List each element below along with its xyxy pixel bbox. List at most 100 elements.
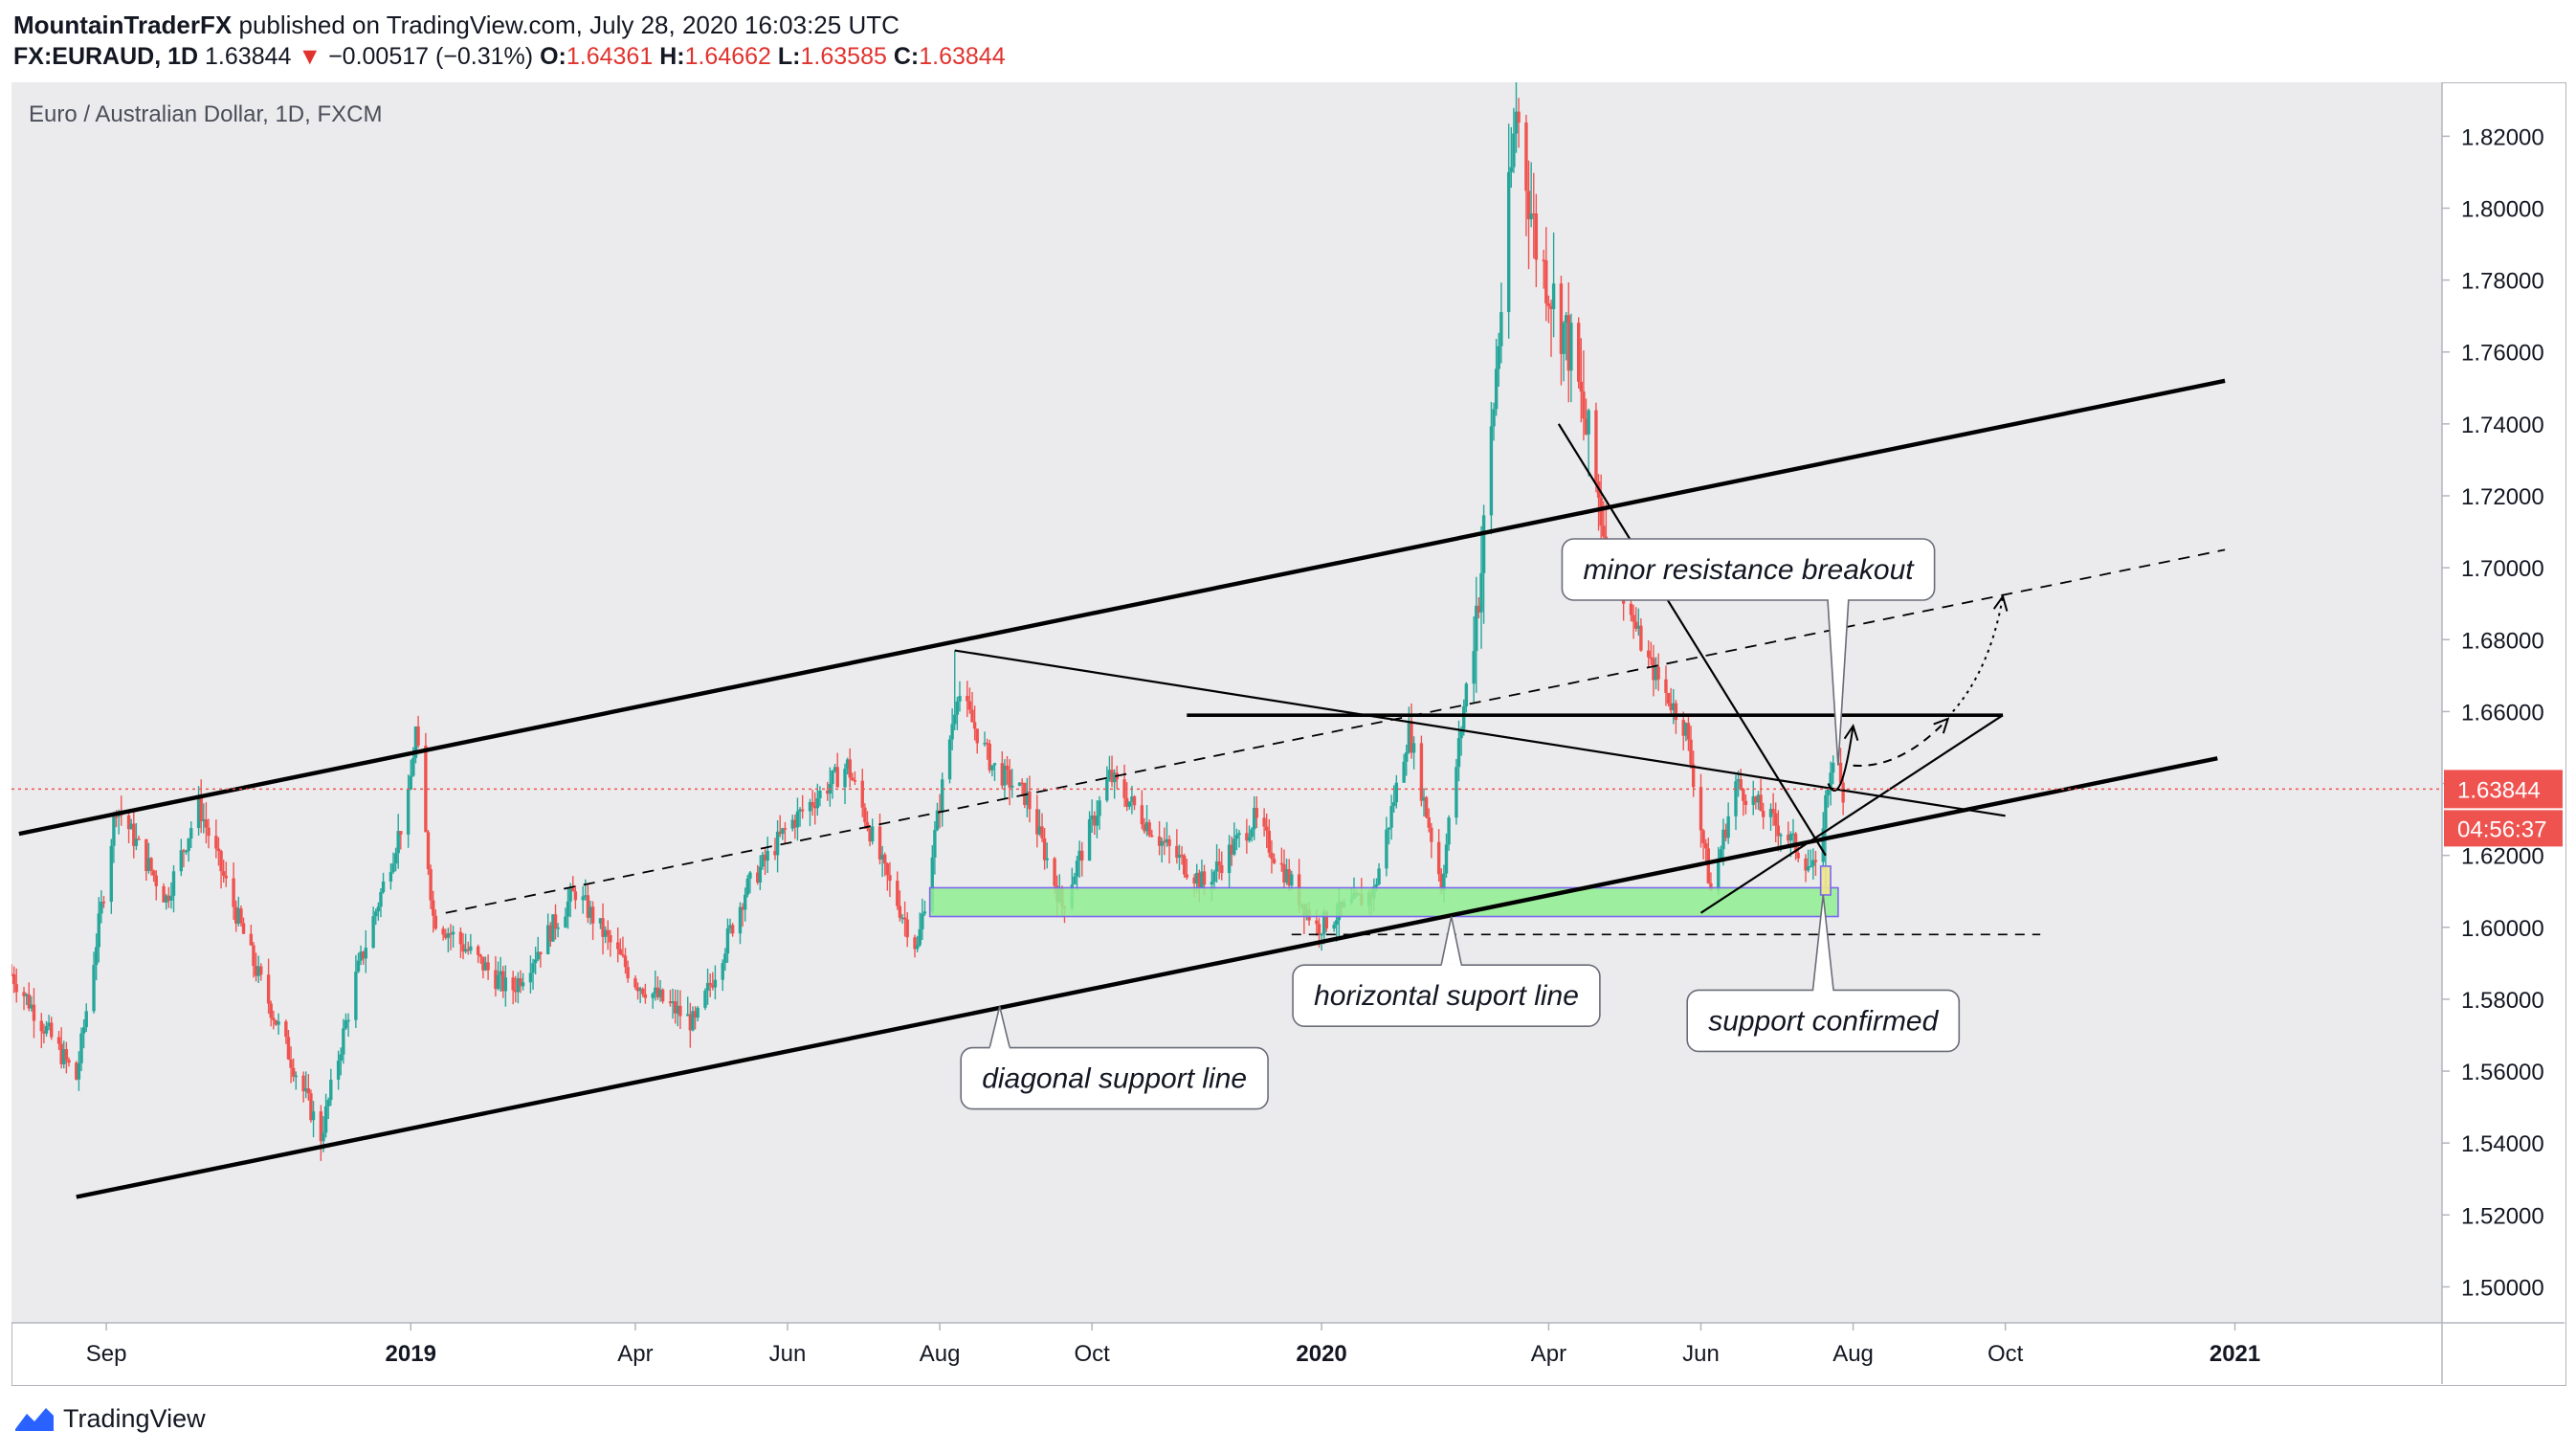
candle-body [1813, 860, 1818, 862]
high-value: 1.64662 [684, 43, 771, 70]
candle-body [496, 974, 500, 990]
candle-body [898, 905, 902, 918]
callout-minor-resistance-breakout[interactable] [1561, 538, 1936, 601]
green-support-zone[interactable] [928, 886, 1839, 918]
tradingview-brand[interactable]: TradingView [63, 1403, 206, 1433]
candle-body [272, 1017, 276, 1020]
candle-body [798, 809, 802, 812]
candle-body [1195, 872, 1199, 884]
candle-body [1217, 861, 1221, 865]
candle-body [950, 724, 954, 740]
candle-body [101, 901, 106, 904]
y-tick-label: 1.72000 [2461, 484, 2544, 510]
candle-body [1804, 858, 1808, 871]
candle-body [635, 987, 640, 992]
candle-body [1008, 770, 1011, 788]
candle-body [1788, 834, 1793, 841]
tradingview-logo-icon[interactable] [13, 1404, 56, 1433]
callout-minor-resistance-breakout-label: minor resistance breakout [1583, 554, 1915, 586]
x-tick-label: Sep [86, 1341, 127, 1367]
candle-body [654, 987, 657, 995]
candle-body [721, 963, 724, 980]
author-name[interactable]: MountainTraderFX [13, 11, 233, 39]
candle-body [1534, 213, 1539, 260]
candle-body [545, 925, 550, 954]
candle-body [1405, 751, 1409, 762]
candle-body [573, 891, 578, 901]
upper-channel-line[interactable] [18, 378, 2226, 837]
candle-body [376, 906, 381, 912]
candle-body [603, 929, 608, 937]
candle-body [469, 946, 473, 951]
candle-body [164, 895, 168, 903]
candle-body [918, 928, 922, 946]
candle-body [1717, 859, 1721, 891]
callout-horizontal-support-line-label: horizontal suport line [1314, 980, 1579, 1012]
candle-body [1546, 302, 1551, 306]
candle-body [1756, 794, 1761, 803]
candle-body [259, 966, 263, 975]
candle-body [1385, 829, 1388, 869]
candle-body [860, 780, 864, 808]
candle-body [896, 881, 899, 906]
candle-body [356, 960, 361, 972]
callout-diagonal-support-line[interactable] [960, 1046, 1269, 1110]
y-tick-label: 1.66000 [2461, 700, 2544, 726]
minor-rising-line[interactable] [1699, 714, 2004, 914]
candle-body [416, 726, 420, 746]
candle-body [870, 826, 875, 842]
plot-area[interactable] [11, 82, 2442, 1323]
candle-body [1709, 883, 1713, 891]
candle-body [162, 885, 166, 903]
candle-body [1090, 816, 1094, 820]
candle-body [1472, 651, 1476, 684]
candle-body [1542, 259, 1545, 261]
candle-body [551, 914, 555, 942]
candle-body [336, 1061, 341, 1080]
publish-info: published on TradingView.com, July 28, 2… [238, 11, 899, 39]
candle-body [730, 925, 735, 934]
candle-body [499, 971, 502, 975]
candle-body [252, 945, 255, 967]
candle-body [1410, 721, 1413, 753]
candle-body [571, 888, 575, 892]
candle-body [481, 956, 485, 971]
candle-body [1512, 133, 1516, 168]
candle-body [1475, 605, 1478, 652]
x-tick-label: Aug [1832, 1341, 1874, 1367]
projection-arrow-1[interactable] [1827, 726, 1854, 792]
x-tick-label: 2020 [1296, 1341, 1346, 1367]
candle-body [114, 816, 119, 818]
x-tick-label: 2019 [386, 1341, 436, 1367]
candle-body [1492, 409, 1496, 427]
candle-body [808, 802, 812, 812]
candle-body [256, 966, 260, 976]
candle-body [1245, 833, 1249, 841]
countdown-badge[interactable] [2444, 810, 2563, 847]
candle-body [985, 743, 989, 745]
candle-body [1549, 305, 1553, 309]
candle-body [32, 1004, 36, 1021]
candle-body [741, 906, 744, 910]
projection-arrow-2-head [1933, 717, 1950, 734]
candle-body [880, 854, 884, 861]
candle-body [224, 875, 228, 879]
candle-body [795, 811, 800, 828]
lower-channel-line[interactable] [76, 756, 2218, 1199]
candle-body [1192, 877, 1196, 884]
candle-body [851, 777, 855, 781]
price-chart[interactable]: 1.82000 1.80000 1.78000 1.76000 1.74000 1.720… [11, 82, 2565, 1384]
candle-body [1214, 861, 1219, 872]
candle-body [1647, 650, 1651, 658]
current-price-badge[interactable] [2444, 770, 2563, 809]
candle-body [486, 962, 490, 971]
projection-arrow-2[interactable] [1853, 718, 1949, 767]
inner-dashed-trendline[interactable] [445, 548, 2226, 914]
candle-body [815, 798, 820, 809]
symbol-label[interactable]: FX:EURAUD, 1D [13, 43, 199, 70]
candle-body [1754, 795, 1758, 803]
candle-body [441, 928, 445, 935]
steep-descending-line[interactable] [1557, 423, 1827, 857]
candle-body [232, 878, 235, 907]
support-confirmed-marker[interactable] [1819, 865, 1832, 896]
